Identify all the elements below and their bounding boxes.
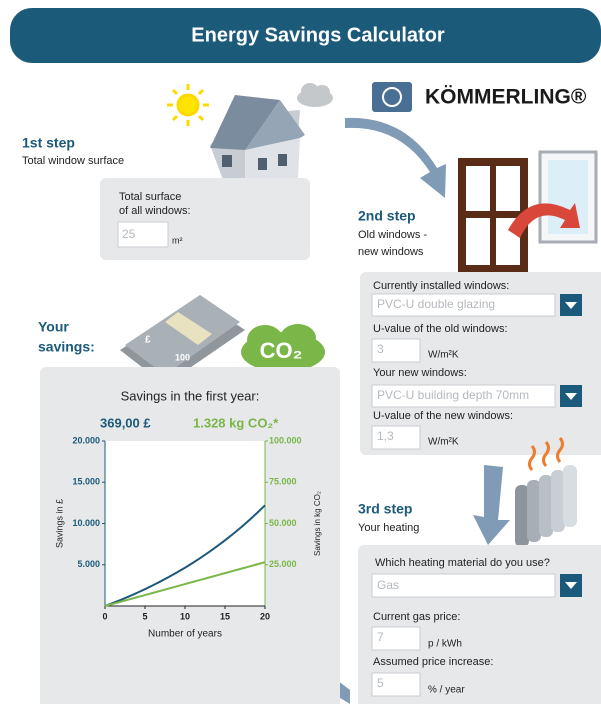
y2-axis-label: Savings in kg CO₂	[313, 491, 322, 556]
step-subtitle: new windows	[358, 246, 424, 258]
unit: W/m²K	[428, 437, 459, 448]
bill-label: £	[145, 335, 151, 346]
co2-savings: 1.328 kg CO₂*	[193, 415, 279, 430]
x-tick-label: 0	[102, 611, 107, 621]
select-value: PVC-U double glazing	[377, 297, 495, 311]
x-axis-label: Number of years	[148, 629, 222, 640]
y-axis-label: Savings in £	[54, 499, 64, 548]
step-title: 3rd step	[358, 501, 412, 517]
step-subtitle: Old windows -	[358, 229, 427, 241]
select-value: PVC-U building depth 70mm	[377, 388, 529, 402]
field-label: Total surface	[119, 191, 181, 203]
y-tick-label: 5.000	[77, 559, 100, 569]
unit: % / year	[428, 685, 465, 696]
field-label: Your new windows:	[373, 367, 467, 379]
x-tick-label: 5	[142, 611, 147, 621]
plot-area	[105, 441, 265, 606]
y2-tick-label: 75.000	[269, 477, 297, 487]
y-tick-label: 20.000	[72, 435, 100, 445]
y-tick-label: 15.000	[72, 477, 100, 487]
field-label: Which heating material do you use?	[375, 557, 550, 569]
co2-icon-label: CO₂	[260, 338, 303, 363]
input-value: 25	[122, 227, 136, 241]
select[interactable]	[372, 574, 555, 597]
savings-title: savings:	[38, 339, 95, 355]
header-title: Energy Savings Calculator	[191, 24, 445, 46]
y2-tick-label: 100.000	[269, 435, 302, 445]
field-label: U-value of the old windows:	[373, 323, 508, 335]
field-label: Currently installed windows:	[373, 280, 509, 292]
brand-name: KÖMMERLING®	[425, 86, 587, 109]
window-icons	[458, 152, 596, 273]
first-year-title: Savings in the first year:	[121, 388, 260, 403]
field-label: of all windows:	[119, 205, 191, 217]
cloud-icon	[297, 83, 333, 107]
y2-tick-label: 50.000	[269, 518, 297, 528]
money-savings: 369,00 £	[100, 415, 151, 430]
y2-tick-label: 25.000	[269, 559, 297, 569]
sun-icon	[167, 84, 209, 126]
x-tick-label: 20	[260, 611, 270, 621]
field-label: Current gas price:	[373, 611, 460, 623]
bill-label: 100	[175, 352, 190, 362]
step-title: 2nd step	[358, 208, 416, 224]
x-tick-label: 15	[220, 611, 230, 621]
x-tick-label: 10	[180, 611, 190, 621]
savings-title: Your	[38, 319, 69, 335]
unit: W/m²K	[428, 350, 459, 361]
logo-mark	[372, 82, 412, 112]
field-label: Assumed price increase:	[373, 656, 493, 668]
unit: p / kWh	[428, 639, 462, 650]
input-value: 1,3	[377, 429, 394, 443]
input-value: 5	[377, 676, 384, 690]
arrow	[473, 465, 510, 545]
select-value: Gas	[377, 578, 399, 592]
unit: m²	[172, 235, 183, 245]
step-title: 1st step	[22, 135, 75, 151]
input-value: 3	[377, 342, 384, 356]
step-subtitle: Your heating	[358, 522, 419, 534]
step-subtitle: Total window surface	[22, 155, 124, 167]
arrow	[345, 118, 446, 198]
field-label: U-value of the new windows:	[373, 410, 513, 422]
y-tick-label: 10.000	[72, 518, 100, 528]
house-icon	[210, 95, 305, 188]
page: Energy Savings Calculator KÖMMERLING® 1s…	[0, 0, 601, 704]
input-value: 7	[377, 630, 384, 644]
